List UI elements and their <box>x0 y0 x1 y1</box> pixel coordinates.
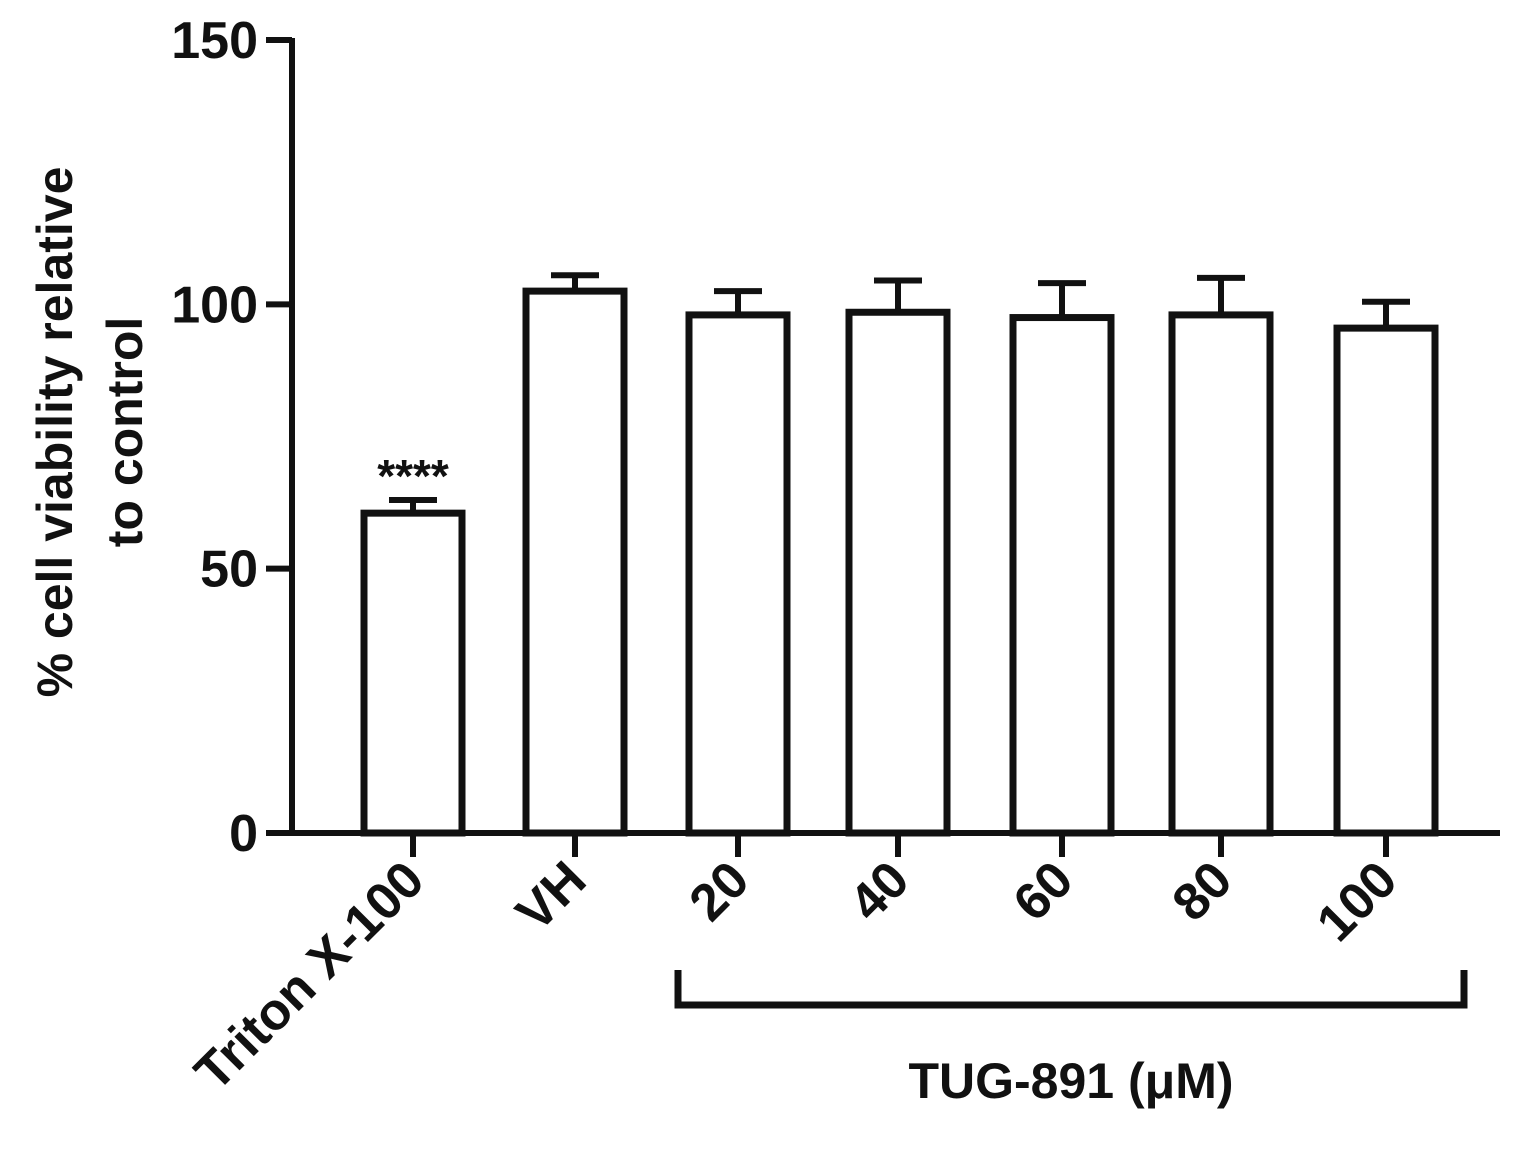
y-axis-label: % cell viability relative to control <box>27 167 153 698</box>
bar <box>1009 314 1115 837</box>
bars: **** <box>360 272 1439 837</box>
x-tick-label: 40 <box>839 850 921 932</box>
y-tick-label: 0 <box>229 805 258 863</box>
bar <box>360 509 466 837</box>
y-axis-label-line-2: to control <box>97 317 153 548</box>
bar <box>845 308 951 837</box>
bracket-line <box>674 970 1468 1009</box>
x-tick-label: 80 <box>1162 850 1244 932</box>
x-tick-label: 60 <box>1003 850 1085 932</box>
bar <box>522 287 628 837</box>
group-bracket: TUG-891 (μM) <box>674 970 1468 1109</box>
y-axis-label-line-1: % cell viability relative <box>27 167 83 698</box>
significance-label: **** <box>377 450 449 502</box>
bar <box>1168 311 1274 837</box>
x-tick-label: 20 <box>679 850 761 932</box>
bar <box>685 311 791 837</box>
y-tick-label: 100 <box>171 276 258 334</box>
bar <box>1333 324 1439 837</box>
y-ticks: 0 50 100 150 <box>171 12 292 863</box>
y-tick-label: 150 <box>171 12 258 70</box>
bracket-label: TUG-891 (μM) <box>908 1053 1233 1109</box>
x-tick-label: 100 <box>1306 850 1408 952</box>
x-tick-label: VH <box>505 850 597 942</box>
y-tick-label: 50 <box>200 541 258 599</box>
x-tick-label: Triton X-100 <box>184 850 435 1101</box>
